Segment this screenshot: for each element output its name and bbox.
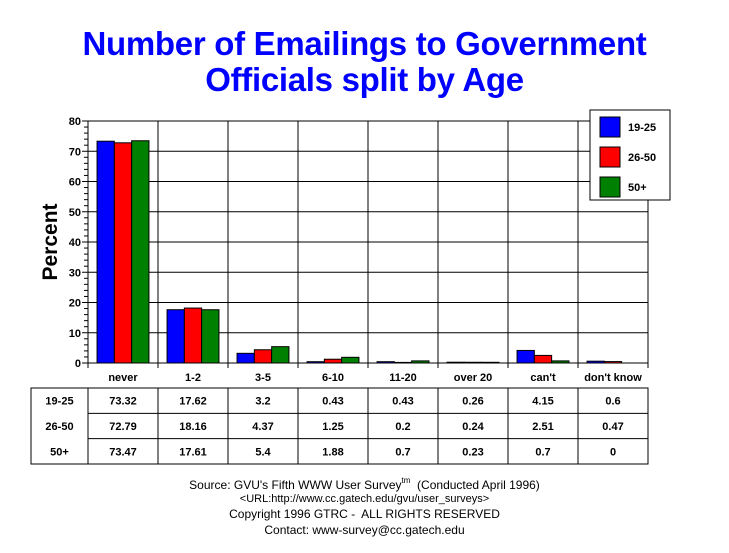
bar-19-25-3-5 (236, 352, 255, 364)
table-cell: 2.51 (532, 421, 553, 433)
legend-label: 50+ (628, 182, 647, 194)
bar-50+-never (131, 140, 150, 364)
table-cell: 17.62 (179, 396, 207, 408)
bar-19-25-1-2 (166, 309, 185, 364)
x-tick-label: 1-2 (185, 372, 201, 384)
table-cell: 0.7 (395, 446, 410, 458)
table-cell: 1.25 (322, 421, 343, 433)
table-cell: 5.4 (255, 446, 271, 458)
x-tick-label: 3-5 (255, 372, 271, 384)
table-cell: 0.26 (462, 396, 483, 408)
table-cell: 0.43 (392, 396, 413, 408)
chart-title-line-2: Officials split by Age (205, 61, 524, 98)
x-tick-labels: never 1-2 3-5 6-10 11-20 over 20 can't don't kn… (108, 372, 642, 384)
table-cell: 0.23 (462, 446, 483, 458)
y-tick-label: 0 (75, 358, 81, 370)
y-tick-labels: 0 10 20 30 40 50 60 70 80 (69, 116, 81, 370)
bar-50+-6-10 (341, 356, 360, 364)
table-cell: 4.15 (532, 396, 553, 408)
bars (96, 140, 623, 364)
contact: Contact: www-survey@cc.gatech.edu (264, 523, 465, 537)
legend-label: 19-25 (628, 122, 656, 134)
x-tick-label: don't know (584, 372, 642, 384)
x-tick-label: can't (530, 372, 556, 384)
survey-date: (Conducted April 1996) (410, 478, 540, 492)
copyright: Copyright 1996 GTRC - ALL RIGHTS RESERVE… (229, 507, 500, 521)
source-text: Source: GVU's Fifth WWW User Survey (189, 478, 402, 492)
x-tick-label: 6-10 (322, 372, 344, 384)
axes (82, 120, 648, 368)
bar-26-50-can-t (533, 354, 553, 364)
table-cell: 0.24 (462, 421, 484, 433)
table-cell: 18.16 (179, 421, 207, 433)
source-url: <URL:http://www.cc.gatech.edu/gvu/user_s… (239, 493, 490, 505)
y-axis-label: Percent (39, 203, 62, 280)
table-row-label: 19-25 (45, 396, 73, 408)
table-cell: 73.32 (109, 396, 137, 408)
source-line: Source: GVU's Fifth WWW User Surveytm (C… (0, 477, 729, 493)
legend: 19-25 26-50 50+ (589, 109, 671, 201)
y-tick-label: 70 (69, 146, 81, 158)
bar-26-50-6-10 (323, 358, 343, 364)
bar-50+-3-5 (271, 346, 290, 364)
table-row-label: 26-50 (45, 421, 73, 433)
footer: Source: GVU's Fifth WWW User Surveytm (C… (0, 477, 729, 538)
table-cell: 0.43 (322, 396, 343, 408)
bar-19-25-never (96, 140, 115, 364)
bar-19-25-can-t (516, 349, 535, 364)
table-cell: 0 (610, 446, 616, 458)
table-border (30, 387, 649, 465)
y-tick-label: 20 (69, 298, 81, 310)
grid-lines (88, 120, 649, 368)
table-row-label: 50+ (50, 446, 69, 458)
bar-26-50-never (113, 142, 133, 364)
y-tick-label: 30 (69, 267, 81, 279)
table-cell: 3.2 (255, 396, 270, 408)
bar-26-50-1-2 (183, 307, 203, 364)
table-cell: 4.37 (252, 421, 273, 433)
chart-title: Number of Emailings to Government Offici… (0, 26, 729, 98)
table-cell: 73.47 (109, 446, 137, 458)
y-tick-label: 50 (69, 207, 81, 219)
y-tick-label: 40 (69, 237, 81, 249)
bar-50+-1-2 (201, 309, 220, 364)
table-cell: 17.61 (179, 446, 207, 458)
table-cell: 0.6 (605, 396, 620, 408)
legend-swatch (599, 116, 621, 138)
table-cell: 72.79 (109, 421, 137, 433)
legend-swatch (599, 146, 621, 168)
table-cell: 0.47 (602, 421, 623, 433)
chart-title-line-1: Number of Emailings to Government (82, 25, 647, 62)
legend-label: 26-50 (628, 152, 656, 164)
x-tick-label: over 20 (454, 372, 493, 384)
y-tick-label: 10 (69, 328, 81, 340)
data-table: 19-25 73.32 17.62 3.2 0.43 0.43 0.26 4.15 0.6 26-… (30, 387, 649, 465)
table-cell: 0.2 (395, 421, 410, 433)
trademark-mark: tm (401, 476, 411, 485)
x-tick-label: never (108, 372, 138, 384)
legend-swatch (599, 176, 621, 198)
bar-26-50-3-5 (253, 349, 273, 364)
table-cell: 0.7 (535, 446, 550, 458)
y-tick-label: 60 (69, 177, 81, 189)
x-tick-label: 11-20 (389, 372, 417, 384)
table-cell: 1.88 (322, 446, 343, 458)
y-tick-label: 80 (69, 116, 81, 128)
